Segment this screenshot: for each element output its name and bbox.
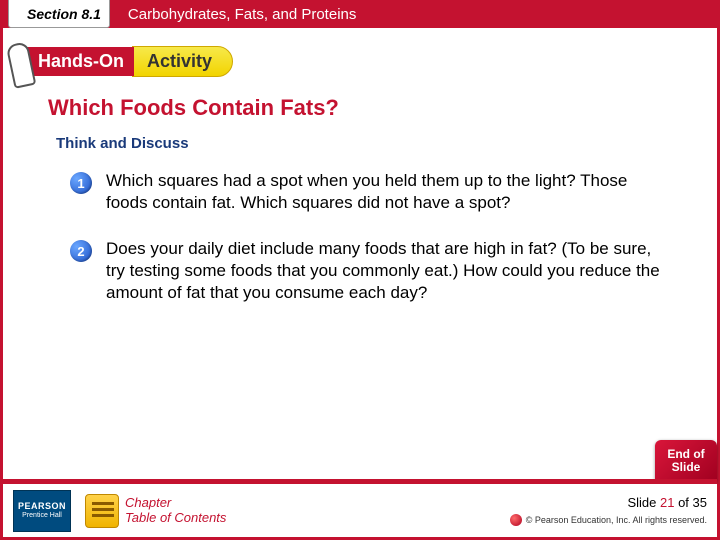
toc-icon	[85, 494, 119, 528]
publisher-name-bottom: Prentice Hall	[22, 512, 62, 520]
copyright-text: © Pearson Education, Inc. All rights res…	[526, 515, 707, 525]
toc-line1: Chapter	[125, 496, 226, 510]
end-line2: Slide	[672, 461, 701, 474]
toc-line2: Table of Contents	[125, 511, 226, 525]
slide-mid: of	[674, 495, 692, 510]
toc-button[interactable]: Chapter Table of Contents	[85, 494, 226, 528]
footer: PEARSON Prentice Hall Chapter Table of C…	[3, 482, 717, 537]
slide-number: Slide 21 of 35	[510, 495, 707, 510]
slide-frame	[0, 0, 720, 540]
slide-total: 35	[693, 495, 707, 510]
slide-prefix: Slide	[627, 495, 660, 510]
slide-current: 21	[660, 495, 674, 510]
section-label: Section 8.1	[27, 6, 101, 22]
copyright: © Pearson Education, Inc. All rights res…	[510, 514, 707, 526]
section-tab: Section 8.1	[8, 0, 110, 28]
toc-label: Chapter Table of Contents	[125, 496, 226, 525]
publisher-logo: PEARSON Prentice Hall	[13, 490, 71, 532]
publisher-name-top: PEARSON	[18, 502, 66, 512]
hands-on-badge: Hands-On	[14, 47, 134, 76]
footer-right: Slide 21 of 35 © Pearson Education, Inc.…	[510, 495, 707, 526]
end-of-slide-badge[interactable]: End of Slide	[655, 440, 717, 482]
brand-dot-icon	[510, 514, 522, 526]
